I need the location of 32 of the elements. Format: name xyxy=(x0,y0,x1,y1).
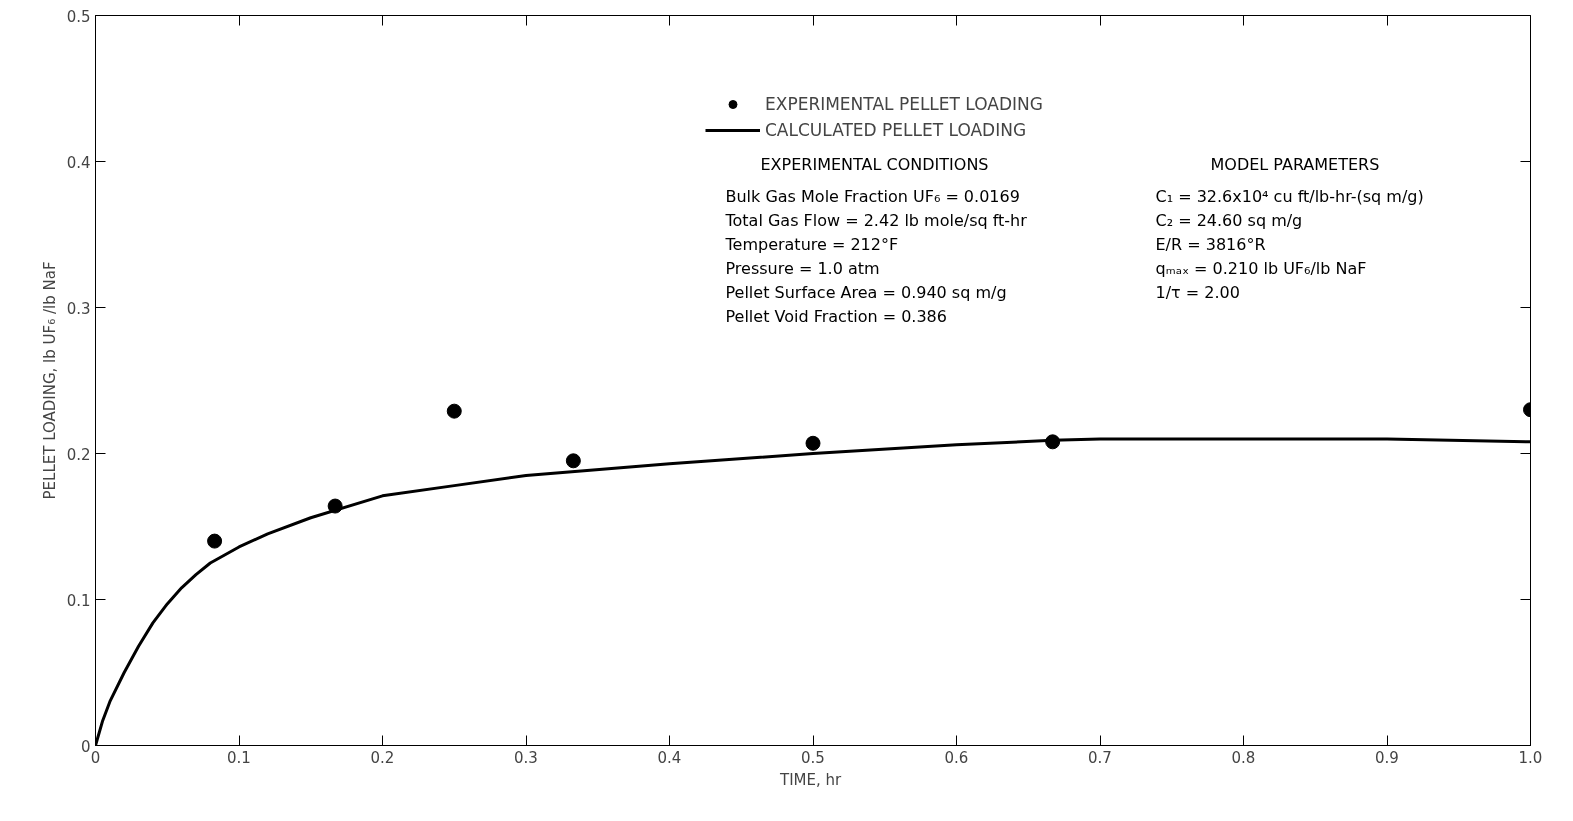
annotation: qₘₐₓ = 0.210 lb UF₆/lb NaF xyxy=(1155,258,1367,278)
annotation: Pellet Surface Area = 0.940 sq m/g xyxy=(725,282,1007,302)
x-tick-label: 0.9 xyxy=(1375,748,1399,767)
x-tick-label: 0.6 xyxy=(944,748,969,767)
annotation: C₁ = 32.6x10⁴ cu ft/lb-hr-(sq m/g) xyxy=(1155,186,1424,206)
legend-label: EXPERIMENTAL PELLET LOADING xyxy=(765,94,1043,114)
x-tick-label: 0.4 xyxy=(657,748,682,767)
annotation: C₂ = 24.60 sq m/g xyxy=(1155,210,1303,230)
x-tick-label: 0.5 xyxy=(801,748,825,767)
annotation: E/R = 3816°R xyxy=(1155,234,1266,254)
x-tick-label: 1.0 xyxy=(1518,748,1543,767)
y-tick-label: 0.2 xyxy=(66,445,91,464)
y-tick-label: 0.4 xyxy=(66,153,91,172)
x-axis-title: TIME, hr xyxy=(779,770,843,789)
y-tick-label: 0.1 xyxy=(66,591,91,610)
annotation: MODEL PARAMETERS xyxy=(1210,154,1380,174)
annotation: Total Gas Flow = 2.42 lb mole/sq ft-hr xyxy=(724,210,1028,230)
annotation: Pressure = 1.0 atm xyxy=(725,258,880,278)
annotation: EXPERIMENTAL CONDITIONS xyxy=(760,154,989,174)
x-tick-label: 0.2 xyxy=(370,748,395,767)
annotation: 1/τ = 2.00 xyxy=(1155,282,1240,302)
x-tick-label: 0.8 xyxy=(1231,748,1256,767)
annotation: Bulk Gas Mole Fraction UF₆ = 0.0169 xyxy=(725,186,1020,206)
x-tick-label: 0.3 xyxy=(514,748,538,767)
legend-label: CALCULATED PELLET LOADING xyxy=(765,120,1027,140)
x-tick-label: 0.1 xyxy=(227,748,251,767)
annotation: Temperature = 212°F xyxy=(724,234,899,254)
annotation: Pellet Void Fraction = 0.386 xyxy=(725,306,947,326)
y-tick-label: 0.3 xyxy=(66,299,91,318)
y-axis-title: PELLET LOADING, lb UF₆ /lb NaF xyxy=(40,261,59,500)
y-tick-label: 0.5 xyxy=(66,7,91,26)
x-tick-label: 0.7 xyxy=(1088,748,1112,767)
